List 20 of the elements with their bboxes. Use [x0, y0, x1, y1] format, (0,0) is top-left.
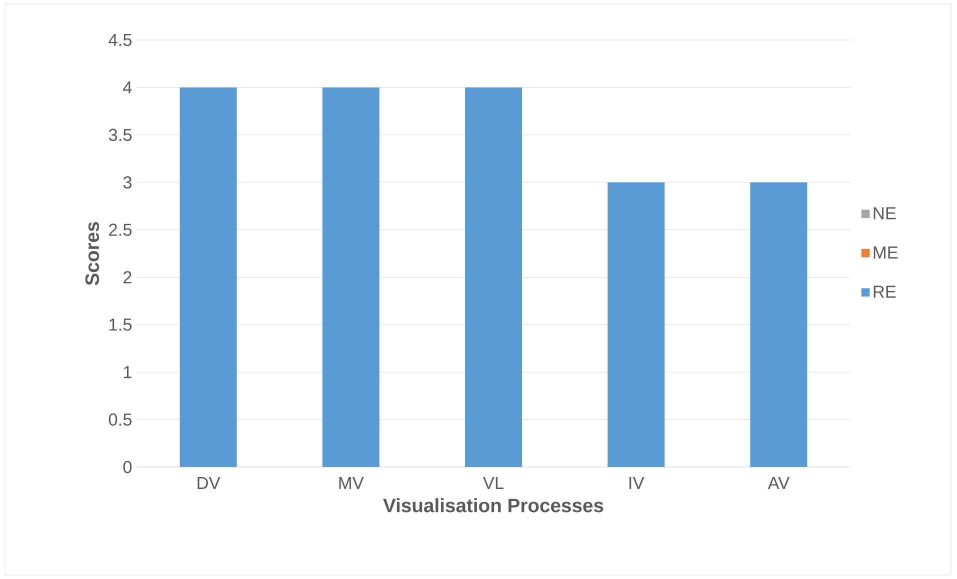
- x-tick-label: DV: [198, 477, 220, 489]
- legend-label: RE: [874, 286, 896, 298]
- y-tick-label: 2: [124, 271, 132, 284]
- y-tick-label: 3: [123, 176, 132, 188]
- legend-label: ME: [874, 246, 898, 258]
- x-tick-label: IV: [630, 477, 644, 489]
- x-tick-label: VL: [482, 477, 504, 489]
- y-tick-label: 2.5: [109, 224, 132, 236]
- y-tick-label: 4.5: [108, 34, 132, 46]
- y-axis-title: Scores: [85, 222, 100, 286]
- y-tick-label: 0.5: [108, 413, 132, 426]
- y-tick-label: 1: [124, 366, 132, 378]
- y-tick-label: 4: [123, 81, 132, 94]
- y-tick-label: 1.5: [110, 318, 132, 331]
- x-tick-label: MV: [339, 477, 364, 489]
- x-tick-label: AV: [768, 477, 790, 489]
- y-tick-label: 3.5: [108, 128, 132, 142]
- y-tick-label: 0: [123, 460, 132, 474]
- legend-label: NE: [874, 207, 896, 220]
- x-axis-title: Visualisation Processes: [383, 498, 604, 512]
